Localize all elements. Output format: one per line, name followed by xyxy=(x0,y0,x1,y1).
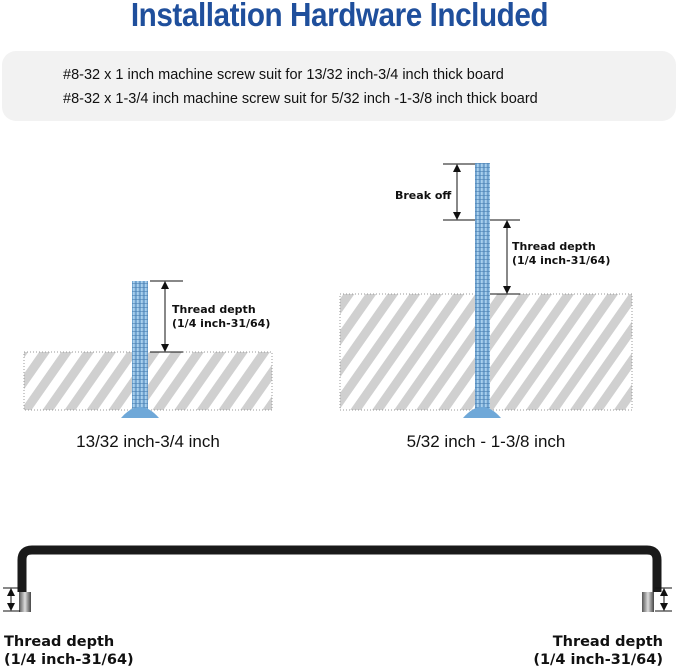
handle-right-dimension xyxy=(655,587,672,612)
info-box xyxy=(2,51,676,121)
left-thread-range: (1/4 inch-31/64) xyxy=(172,317,271,330)
info-line-short-screw: #8-32 x 1 inch machine screw suit for 13… xyxy=(63,67,504,83)
info-line-long-screw: #8-32 x 1-3/4 inch machine screw suit fo… xyxy=(63,91,538,107)
handle-left-dimension xyxy=(3,587,20,612)
handle-right-range: (1/4 inch-31/64) xyxy=(533,652,663,668)
left-thread-label: Thread depth xyxy=(172,303,256,316)
short-screw xyxy=(121,281,159,418)
right-thread-label: Thread depth xyxy=(512,240,596,253)
left-thread-dimension xyxy=(150,280,183,353)
break-off-label: Break off xyxy=(395,189,452,202)
right-thread-range: (1/4 inch-31/64) xyxy=(512,254,611,267)
left-caption: 13/32 inch-3/4 inch xyxy=(76,432,220,451)
handle-right-label: Thread depth xyxy=(552,634,663,650)
handle-left-range: (1/4 inch-31/64) xyxy=(4,652,134,668)
cabinet-handle xyxy=(17,545,662,612)
right-thread-dimension xyxy=(490,219,520,295)
break-off-dimension xyxy=(443,163,475,221)
page-title: Installation Hardware Included xyxy=(130,0,549,33)
handle-left-label: Thread depth xyxy=(4,634,115,650)
long-screw xyxy=(463,163,501,418)
right-caption: 5/32 inch - 1-3/8 inch xyxy=(406,432,566,451)
